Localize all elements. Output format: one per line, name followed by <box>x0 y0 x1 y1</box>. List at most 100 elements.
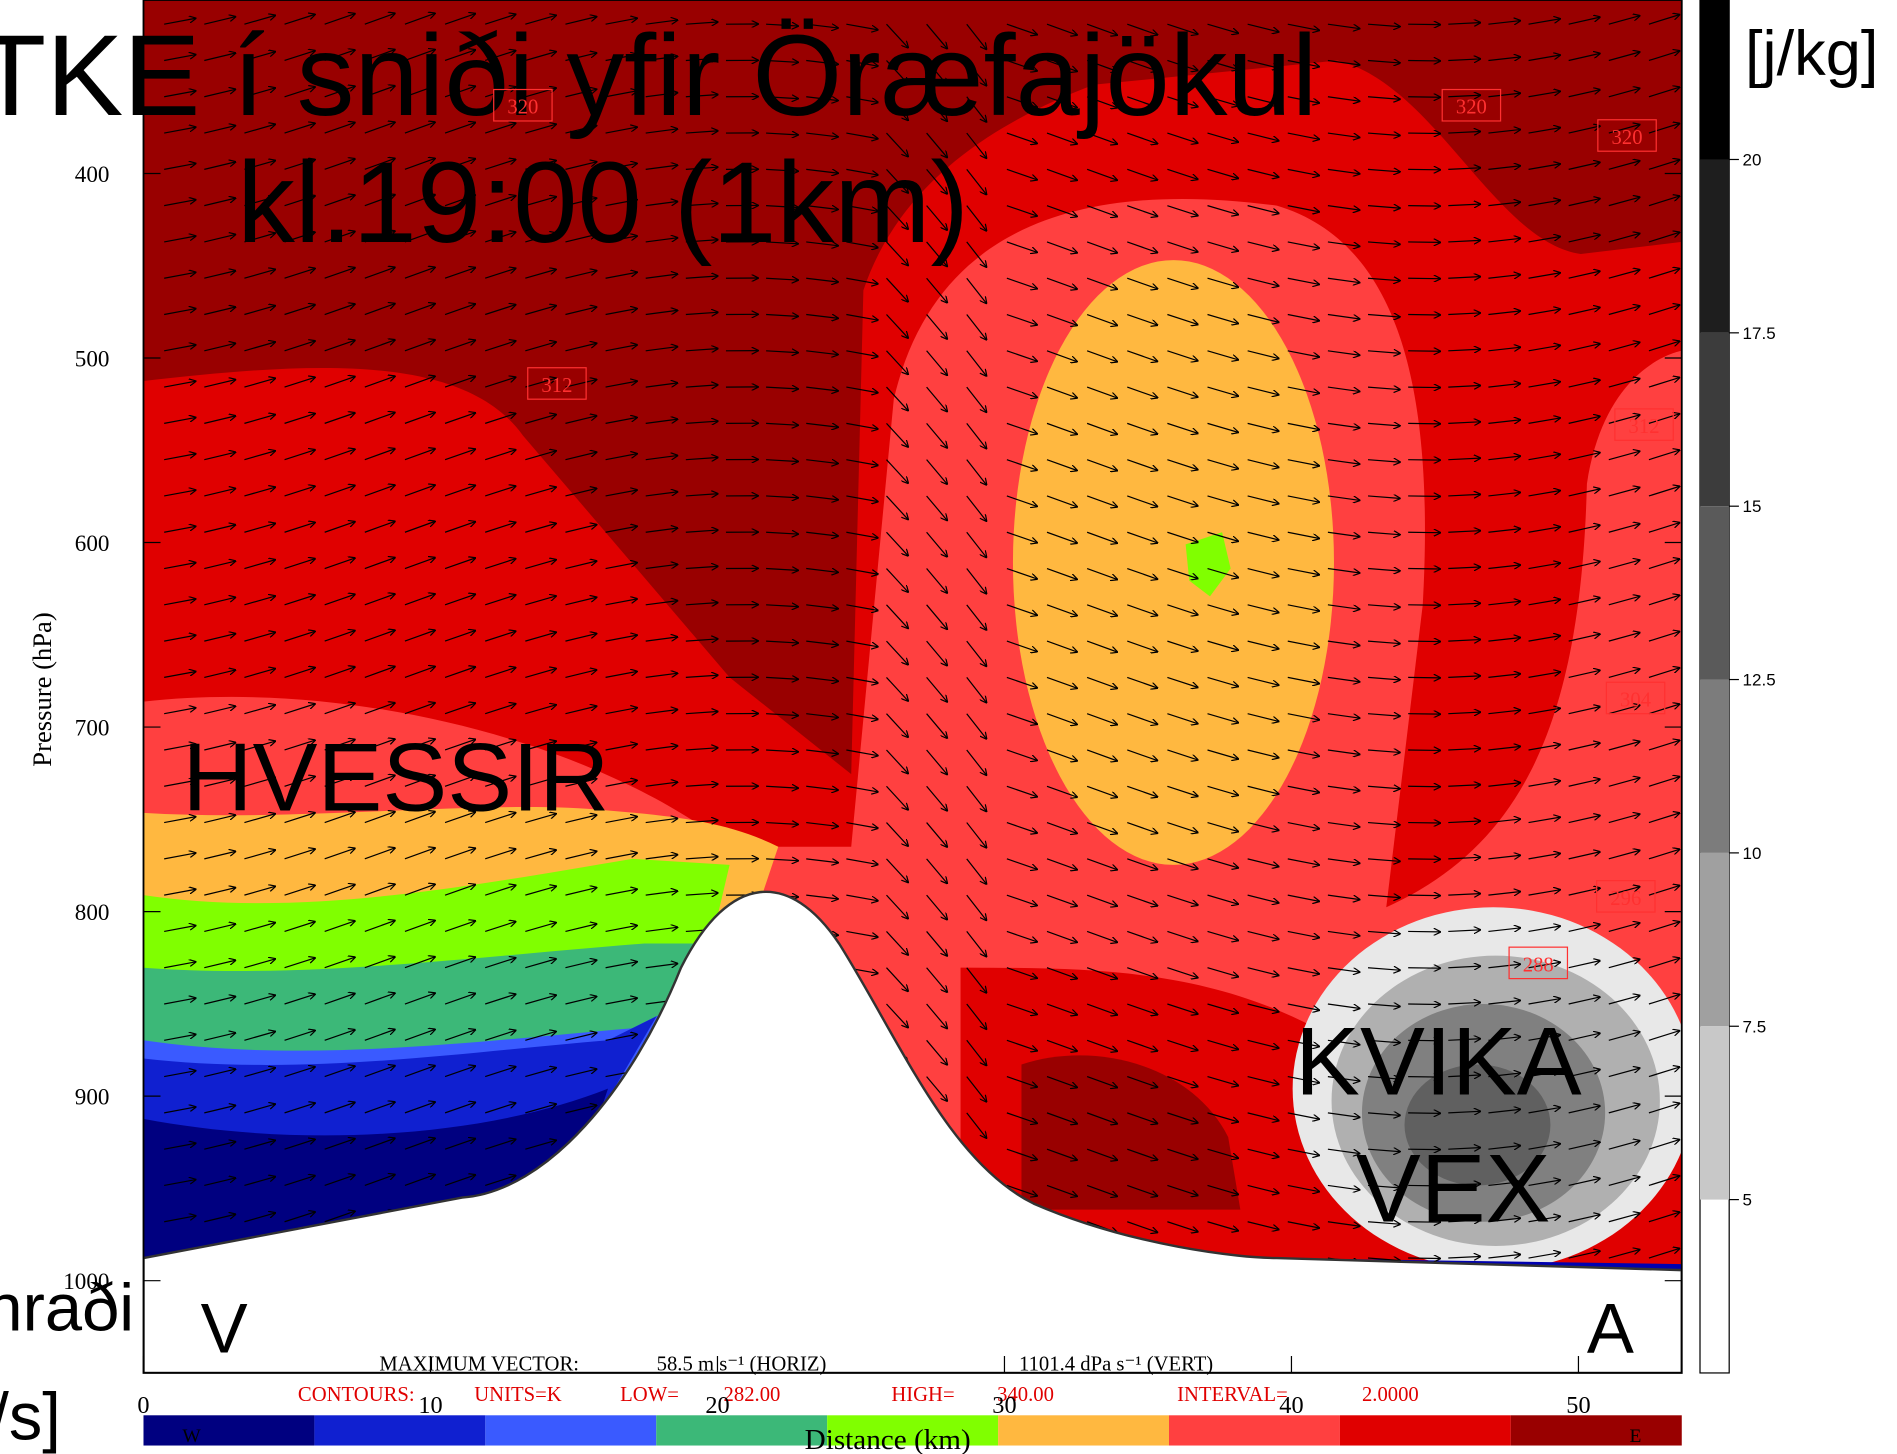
y-axis-label: Pressure (hPa) <box>27 612 57 766</box>
wind-vector <box>565 416 596 424</box>
wind-vector <box>244 632 274 642</box>
wind-vector <box>404 667 435 678</box>
wind-vector <box>1167 205 1197 216</box>
wind-vector <box>1528 817 1560 824</box>
wind-vector <box>1127 676 1157 687</box>
wind-vector <box>846 313 877 321</box>
wind-vector <box>1568 489 1600 497</box>
wind-vector <box>444 449 475 461</box>
wind-vector <box>1327 821 1359 827</box>
wind-vector <box>1367 750 1400 752</box>
wind-vector <box>1167 277 1197 288</box>
wind-vector <box>404 522 435 533</box>
wind-vector <box>846 495 877 502</box>
wind-vector <box>284 885 315 896</box>
wind-vector <box>404 703 435 715</box>
wind-vector <box>1608 778 1639 787</box>
wind-vector <box>1167 495 1197 506</box>
wind-vector <box>565 380 596 388</box>
wind-vector <box>1086 713 1117 725</box>
wind-vector <box>565 815 596 824</box>
wind-vector <box>1367 714 1400 716</box>
wind-vector <box>685 494 718 496</box>
wind-vector <box>404 231 435 243</box>
wind-vector <box>164 381 195 388</box>
wind-vector <box>1608 560 1639 570</box>
wind-vector <box>1247 277 1279 286</box>
title: TKE í sniði yfir Öræfajökul <box>0 12 1317 140</box>
wind-vector <box>1247 132 1279 141</box>
wind-vector <box>244 814 274 824</box>
wind-vector <box>1367 677 1400 679</box>
wind-vector <box>444 703 475 715</box>
wind-vector <box>886 132 907 156</box>
wind-vector <box>645 202 677 207</box>
wind-vector <box>244 959 274 969</box>
wind-vector <box>164 272 195 279</box>
wind-vector <box>1006 785 1037 796</box>
wind-vector <box>1488 420 1519 424</box>
wind-vector <box>645 20 677 25</box>
wind-vector <box>565 779 596 787</box>
wind-vector <box>1287 96 1319 103</box>
wind-vector <box>565 307 596 316</box>
wind-vector <box>1367 423 1400 425</box>
wind-vector <box>244 886 274 896</box>
wind-vector <box>1247 205 1279 214</box>
wind-vector <box>324 377 355 388</box>
wind-vector <box>766 569 798 571</box>
wind-vector <box>444 885 475 896</box>
wind-vector <box>1648 15 1679 25</box>
wind-vector <box>1648 305 1679 316</box>
wind-vector <box>364 776 395 787</box>
wind-vector <box>645 528 677 533</box>
wind-vector <box>1127 640 1157 651</box>
wind-vector <box>525 124 555 134</box>
wind-vector <box>364 594 395 606</box>
wind-vector <box>1568 199 1600 207</box>
wind-vector <box>1207 350 1238 360</box>
wind-vector <box>1528 962 1560 969</box>
wind-vector <box>284 414 315 424</box>
wind-vector <box>605 744 637 751</box>
wind-vector <box>766 859 798 861</box>
wind-vector <box>685 421 718 423</box>
wind-vector <box>1006 132 1037 143</box>
wind-vector <box>204 162 235 170</box>
wind-vector <box>284 486 315 497</box>
wind-vector <box>1608 342 1639 352</box>
wind-vector <box>164 926 195 933</box>
wind-vector <box>886 568 907 592</box>
x-tick-label: 0 <box>137 1392 149 1419</box>
wind-vector <box>1327 749 1359 754</box>
wind-vector <box>164 635 195 642</box>
wind-vector <box>605 454 637 461</box>
wind-vector <box>404 86 435 98</box>
wind-vector <box>806 459 837 464</box>
wind-vector <box>1448 712 1480 714</box>
wind-vector <box>284 232 315 243</box>
wind-vector <box>1167 23 1197 34</box>
wind-vector <box>444 848 475 860</box>
wind-vector <box>926 459 947 484</box>
wind-vector <box>1006 386 1037 397</box>
wind-band <box>314 1415 486 1446</box>
fill-dark-red-2 <box>1021 1055 1241 1210</box>
wind-vector <box>1648 777 1679 787</box>
wind-vector <box>1608 234 1639 243</box>
wind-vector <box>485 414 515 424</box>
wind-vector <box>364 485 395 497</box>
annotation: KVIKA <box>1295 1007 1582 1116</box>
wind-vector <box>685 820 718 822</box>
wind-vector <box>1287 59 1319 66</box>
wind-vector <box>1568 235 1600 243</box>
wind-band <box>1169 1415 1340 1446</box>
wind-vector <box>1287 713 1319 720</box>
colorbar-band <box>1700 852 1730 1027</box>
wind-vector <box>404 993 435 1005</box>
wind-vector <box>1528 636 1560 642</box>
wind-vector <box>766 786 798 788</box>
wind-vector <box>1127 386 1157 397</box>
wind-vector <box>1528 382 1560 388</box>
wind-vector <box>1127 821 1157 833</box>
